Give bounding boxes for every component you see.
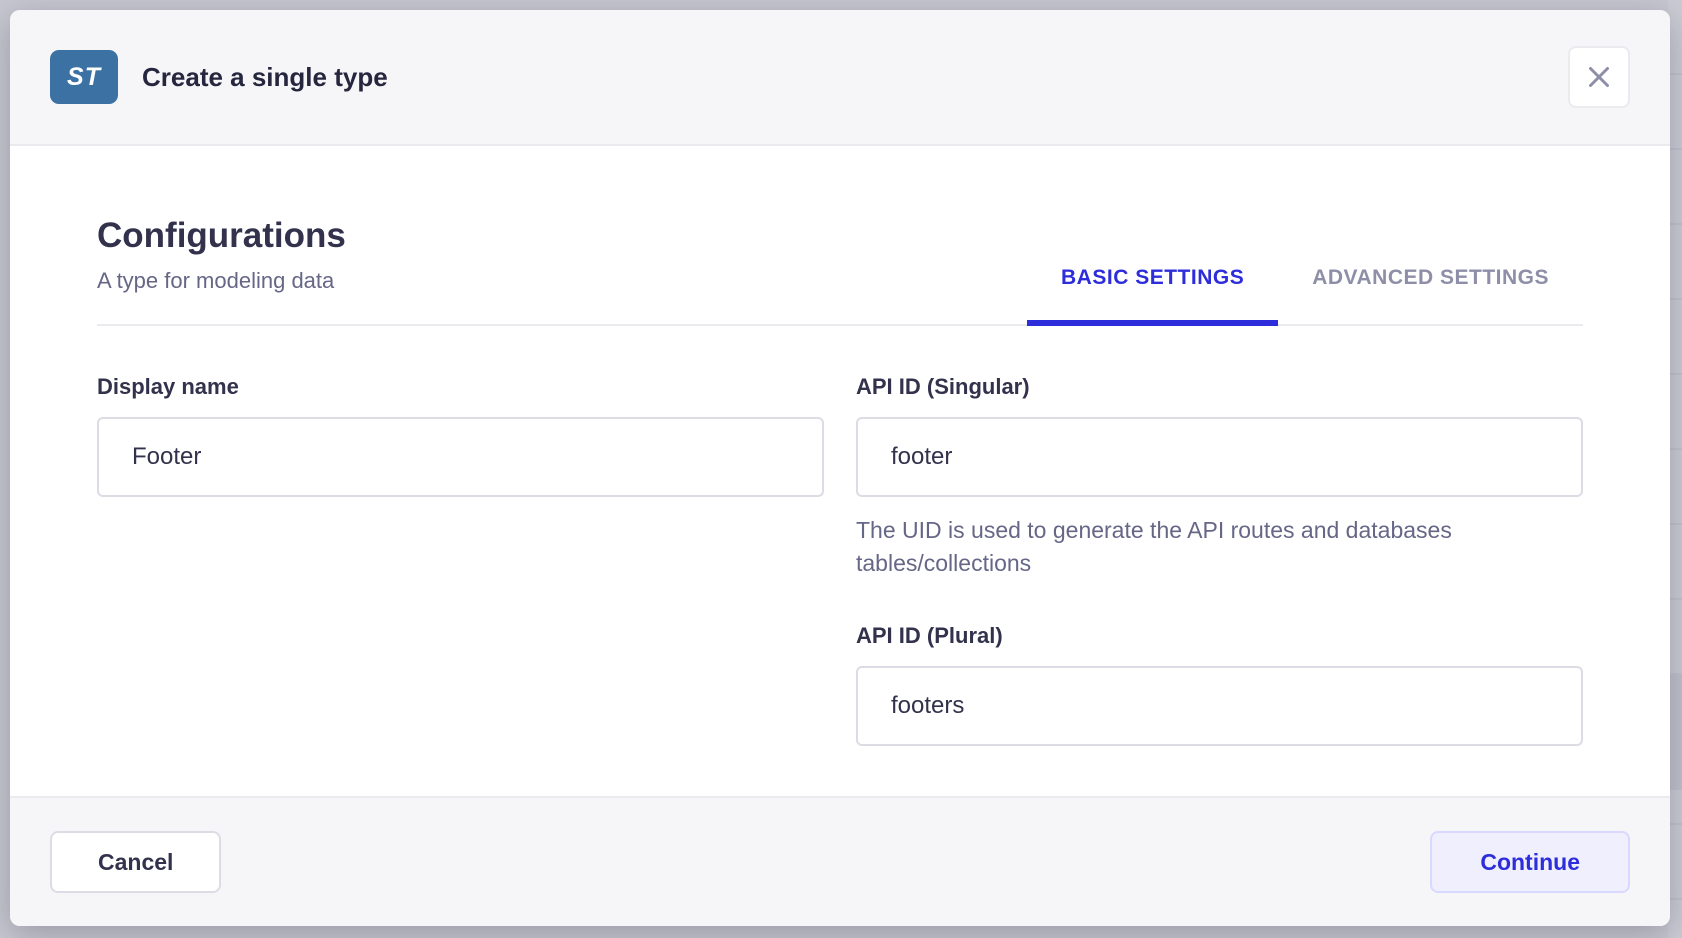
create-single-type-modal: ST Create a single type Configurations A… [10,10,1670,926]
api-id-plural-input[interactable] [856,666,1583,747]
tab-advanced-settings-label: ADVANCED SETTINGS [1312,266,1549,289]
modal-body: Configurations A type for modeling data … [10,146,1670,796]
cancel-button[interactable]: Cancel [50,831,222,893]
api-id-singular-hint: The UID is used to generate the API rout… [856,517,1452,576]
active-tab-indicator [1027,320,1279,326]
api-id-plural-field: API ID (Plural) [856,623,1583,747]
configurations-form: Display name API ID (Singular) The UID i… [97,326,1583,747]
close-button[interactable] [1568,46,1630,108]
tab-basic-settings[interactable]: BASIC SETTINGS [1027,266,1279,326]
modal-header: ST Create a single type [10,10,1670,146]
display-name-label: Display name [97,374,239,399]
configurations-header: Configurations A type for modeling data … [97,146,1583,326]
tab-advanced-settings[interactable]: ADVANCED SETTINGS [1278,266,1583,324]
display-name-input[interactable] [97,417,824,497]
dimmed-page-rows [1668,0,1682,938]
close-icon [1584,62,1614,92]
section-subtitle: A type for modeling data [97,268,335,293]
api-id-singular-field: API ID (Singular) The UID is used to gen… [856,374,1583,579]
dimmed-page-selected-row [1668,675,1682,790]
settings-tabs: BASIC SETTINGS ADVANCED SETTINGS [1027,266,1583,326]
section-title: Configurations [97,216,346,255]
tab-basic-settings-label: BASIC SETTINGS [1061,266,1245,289]
continue-button[interactable]: Continue [1430,831,1630,893]
api-id-column: API ID (Singular) The UID is used to gen… [856,374,1583,747]
api-id-singular-label: API ID (Singular) [856,374,1030,399]
configurations-header-text: Configurations A type for modeling data [97,216,346,324]
api-id-singular-input[interactable] [856,417,1583,497]
single-type-badge-label: ST [67,62,101,91]
display-name-field: Display name [97,374,824,746]
modal-footer: Cancel Continue [10,796,1670,926]
modal-title: Create a single type [142,61,388,92]
single-type-badge-icon: ST [50,50,118,104]
api-id-plural-label: API ID (Plural) [856,623,1003,649]
